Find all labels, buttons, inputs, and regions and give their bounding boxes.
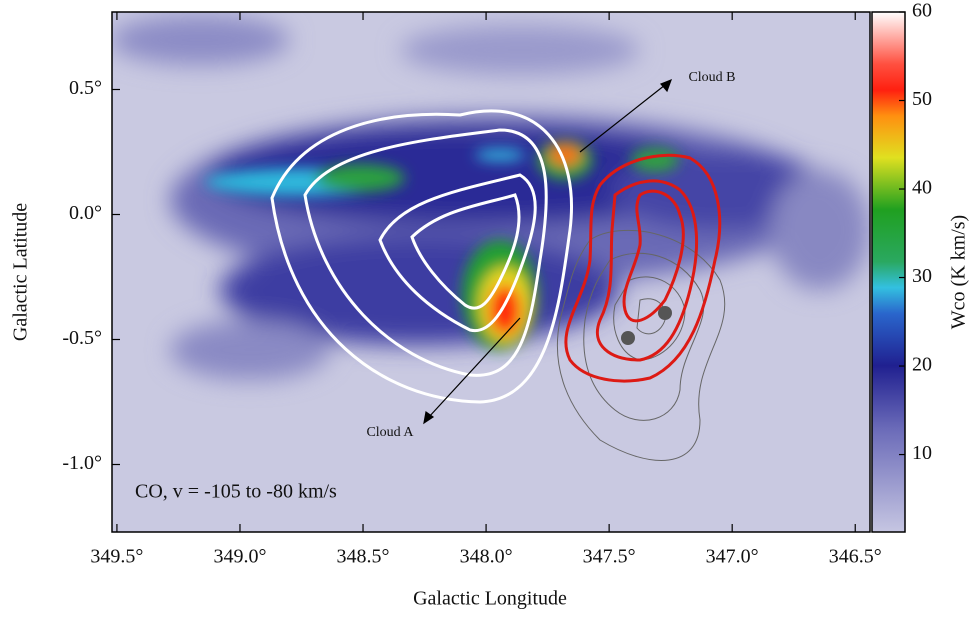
colorbar-tick-label: 50	[912, 88, 932, 110]
x-tick-label: 349.5°	[90, 546, 143, 568]
plot-frame	[111, 11, 871, 533]
colorbar-tick-label: 40	[912, 177, 932, 199]
y-tick-label: 0.0°	[69, 202, 102, 224]
x-tick-label: 349.0°	[213, 546, 266, 568]
co-map	[112, 12, 870, 532]
colorbar-tick-label: 30	[912, 265, 932, 287]
x-tick-label: 348.5°	[337, 546, 390, 568]
x-axis-label: Galactic Longitude	[413, 588, 567, 610]
colorbar-tick-label: 10	[912, 442, 932, 464]
x-tick-label: 347.5°	[583, 546, 636, 568]
y-tick-label: -1.0°	[62, 452, 102, 474]
y-axis-label: Galactic Latitude	[10, 203, 32, 341]
y-tick-label: 0.5°	[69, 77, 102, 99]
x-tick-label: 348.0°	[460, 546, 513, 568]
colorbar-tick-label: 20	[912, 354, 932, 376]
annotation: CO, v = -105 to -80 km/s	[135, 481, 337, 503]
annotation: Cloud A	[366, 425, 414, 440]
y-tick-label: -0.5°	[62, 327, 102, 349]
colorbar	[871, 11, 906, 533]
colorbar-tick-label: 60	[912, 0, 932, 22]
x-tick-label: 346.5°	[829, 546, 882, 568]
colorbar-label: Wco (K km/s)	[948, 215, 970, 329]
x-tick-label: 347.0°	[706, 546, 759, 568]
annotation: Cloud B	[688, 70, 735, 85]
